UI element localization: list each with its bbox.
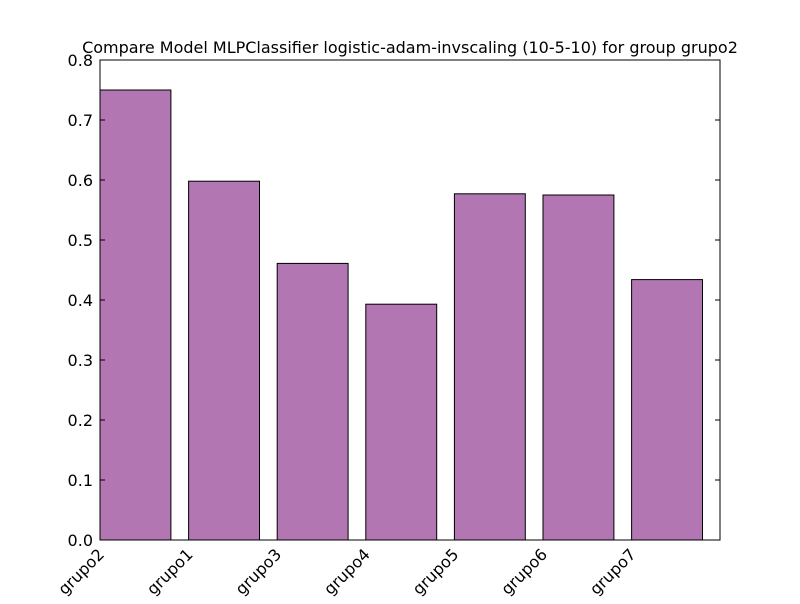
- bar-grupo6: [542, 194, 615, 541]
- y-tick-label: 0.7: [68, 111, 93, 130]
- x-tick-label-grupo5: grupo5: [409, 545, 463, 599]
- y-tick-label: 0.3: [68, 351, 93, 370]
- bar-grupo4: [365, 303, 438, 541]
- bar-grupo7: [631, 279, 703, 541]
- x-tick-label-grupo2: grupo2: [54, 545, 108, 599]
- plot-frame: [99, 59, 721, 541]
- bar-grupo2: [99, 89, 172, 541]
- y-tick-label: 0.8: [68, 51, 93, 70]
- chart-title: Compare Model MLPClassifier logistic-ada…: [82, 38, 738, 57]
- y-tick-label: 0.2: [68, 411, 93, 430]
- x-tick-label-grupo1: grupo1: [143, 545, 197, 599]
- y-tick-label: 0.1: [68, 471, 93, 490]
- x-tick-label-grupo7: grupo7: [586, 545, 640, 599]
- y-tick-label: 0.6: [68, 171, 93, 190]
- x-tick-label-grupo4: grupo4: [320, 545, 374, 599]
- bar-grupo3: [276, 262, 349, 541]
- y-tick-label: 0.4: [68, 291, 93, 310]
- bar-grupo5: [453, 193, 526, 541]
- bars-layer: [99, 89, 703, 541]
- y-tick-label: 0.5: [68, 231, 93, 250]
- bar-grupo1: [188, 180, 261, 541]
- y-tick-label: 0.0: [68, 531, 93, 550]
- x-tick-label-grupo6: grupo6: [497, 545, 551, 599]
- x-tick-label-grupo3: grupo3: [231, 545, 285, 599]
